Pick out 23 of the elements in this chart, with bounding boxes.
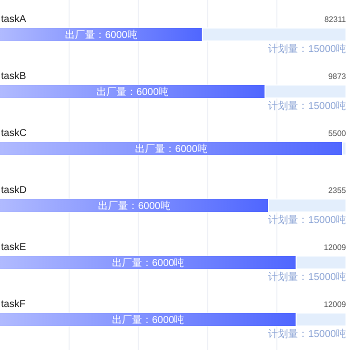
y-tick-label: taskE — [1, 242, 26, 253]
annotation: 12009 — [324, 300, 347, 309]
y-tick-label: taskD — [1, 185, 27, 196]
y-tick-label: taskA — [1, 14, 26, 25]
annotation: 出厂量：6000吨 — [135, 143, 208, 155]
y-tick-label: taskC — [1, 128, 27, 139]
annotation: 出厂量：6000吨 — [112, 314, 184, 326]
annotation: 计划量：15000吨 — [268, 328, 346, 340]
y-tick-label: taskB — [1, 71, 26, 82]
annotation: 计划量：15000吨 — [268, 271, 346, 283]
y-tick-label: taskF — [1, 299, 26, 310]
annotation: 出厂量：6000吨 — [98, 200, 170, 212]
annotation: 计划量：15000吨 — [268, 214, 346, 226]
annotation: 12009 — [324, 243, 347, 252]
annotation: 出厂量：6000吨 — [96, 86, 169, 98]
annotation: 2355 — [328, 186, 347, 195]
annotation: 计划量：15000吨 — [268, 43, 346, 55]
annotation: 82311 — [324, 15, 347, 24]
annotation: 计划量：15000吨 — [268, 100, 346, 112]
annotation: 9873 — [328, 72, 347, 81]
annotation: 5500 — [328, 129, 347, 138]
annotation: 出厂量：6000吨 — [112, 257, 184, 269]
annotation: 出厂量：6000吨 — [65, 29, 138, 41]
